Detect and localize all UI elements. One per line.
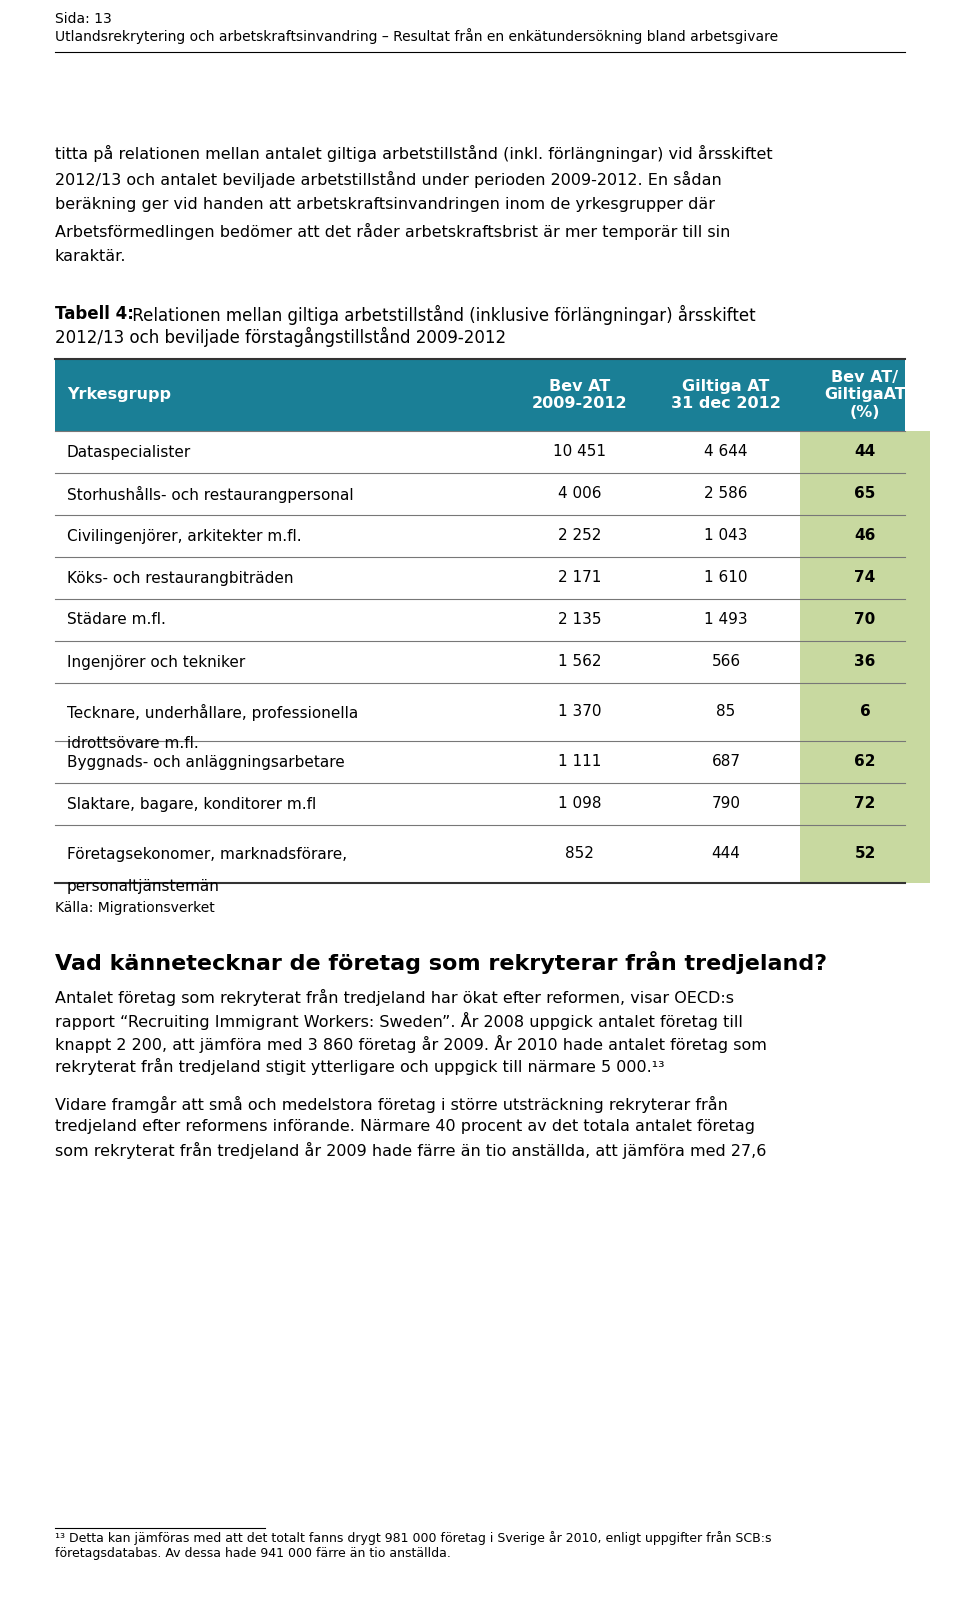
Text: Relationen mellan giltiga arbetstillstånd (inklusive förlängningar) årsskiftet: Relationen mellan giltiga arbetstillstån…	[127, 305, 756, 325]
Text: 36: 36	[854, 654, 876, 670]
Text: 566: 566	[711, 654, 740, 670]
Text: personaltjänstemän: personaltjänstemän	[67, 878, 220, 893]
Text: 2012/13 och beviljade förstagångstillstånd 2009-2012: 2012/13 och beviljade förstagångstillstå…	[55, 327, 506, 348]
Text: 1 043: 1 043	[705, 529, 748, 543]
Text: 1 370: 1 370	[558, 704, 601, 720]
Bar	[800, 741, 930, 782]
Text: 687: 687	[711, 755, 740, 769]
Bar	[800, 473, 930, 515]
Text: Vidare framgår att små och medelstora företag i större utsträckning rekryterar f: Vidare framgår att små och medelstora fö…	[55, 1096, 728, 1112]
Text: Utlandsrekrytering och arbetskraftsinvandring – Resultat från en enkätundersökni: Utlandsrekrytering och arbetskraftsinvan…	[55, 27, 779, 43]
Text: Storhushålls- och restaurangpersonal: Storhushålls- och restaurangpersonal	[67, 486, 353, 502]
Text: Städare m.fl.: Städare m.fl.	[67, 612, 166, 627]
Text: 44: 44	[854, 444, 876, 460]
Text: 4 644: 4 644	[705, 444, 748, 460]
Bar	[800, 556, 930, 600]
Text: 65: 65	[854, 486, 876, 502]
Text: Bev AT/
GiltigaAT
(%): Bev AT/ GiltigaAT (%)	[824, 370, 906, 420]
Text: Företagsekonomer, marknadsförare,: Företagsekonomer, marknadsförare,	[67, 846, 348, 861]
Text: tredjeland efter reformens införande. Närmare 40 procent av det totala antalet f: tredjeland efter reformens införande. Nä…	[55, 1119, 755, 1133]
Bar	[800, 826, 930, 883]
Text: 6: 6	[859, 704, 871, 720]
Text: Dataspecialister: Dataspecialister	[67, 444, 191, 460]
Bar	[800, 641, 930, 683]
Text: Tecknare, underhållare, professionella: Tecknare, underhållare, professionella	[67, 704, 358, 720]
Bar	[55, 359, 905, 431]
Text: Giltiga AT
31 dec 2012: Giltiga AT 31 dec 2012	[671, 378, 780, 412]
Bar	[800, 683, 930, 741]
Text: Antalet företag som rekryterat från tredjeland har ökat efter reformen, visar OE: Antalet företag som rekryterat från tred…	[55, 989, 734, 1007]
Text: beräkning ger vid handen att arbetskraftsinvandringen inom de yrkesgrupper där: beräkning ger vid handen att arbetskraft…	[55, 197, 715, 212]
Text: karaktär.: karaktär.	[55, 248, 127, 264]
Text: idrottsövare m.fl.: idrottsövare m.fl.	[67, 736, 199, 752]
Text: Sida: 13: Sida: 13	[55, 11, 111, 26]
Text: 52: 52	[854, 846, 876, 861]
Text: 2012/13 och antalet beviljade arbetstillstånd under perioden 2009-2012. En sådan: 2012/13 och antalet beviljade arbetstill…	[55, 172, 722, 188]
Text: 790: 790	[711, 797, 740, 811]
Text: ¹³ Detta kan jämföras med att det totalt fanns drygt 981 000 företag i Sverige å: ¹³ Detta kan jämföras med att det totalt…	[55, 1531, 772, 1545]
Text: 70: 70	[854, 612, 876, 627]
Text: Civilingenjörer, arkitekter m.fl.: Civilingenjörer, arkitekter m.fl.	[67, 529, 301, 543]
Text: Slaktare, bagare, konditorer m.fl: Slaktare, bagare, konditorer m.fl	[67, 797, 316, 811]
Text: Arbetsförmedlingen bedömer att det råder arbetskraftsbrist är mer temporär till : Arbetsförmedlingen bedömer att det råder…	[55, 223, 731, 240]
Text: 1 493: 1 493	[705, 612, 748, 627]
Text: 1 562: 1 562	[558, 654, 601, 670]
Text: titta på relationen mellan antalet giltiga arbetstillstånd (inkl. förlängningar): titta på relationen mellan antalet gilti…	[55, 144, 773, 162]
Text: 2 586: 2 586	[705, 486, 748, 502]
Text: Byggnads- och anläggningsarbetare: Byggnads- och anläggningsarbetare	[67, 755, 345, 769]
Text: 852: 852	[565, 846, 594, 861]
Text: Tabell 4:: Tabell 4:	[55, 305, 133, 322]
Text: Köks- och restaurangbiträden: Köks- och restaurangbiträden	[67, 571, 294, 585]
Text: Ingenjörer och tekniker: Ingenjörer och tekniker	[67, 654, 245, 670]
Text: 2 171: 2 171	[558, 571, 601, 585]
Text: 46: 46	[854, 529, 876, 543]
Text: Bev AT
2009-2012: Bev AT 2009-2012	[532, 378, 627, 412]
Text: som rekryterat från tredjeland år 2009 hade färre än tio anställda, att jämföra : som rekryterat från tredjeland år 2009 h…	[55, 1141, 766, 1159]
Bar	[800, 600, 930, 641]
Text: 1 610: 1 610	[705, 571, 748, 585]
Text: Källa: Migrationsverket: Källa: Migrationsverket	[55, 901, 215, 915]
Text: rekryterat från tredjeland stigit ytterligare och uppgick till närmare 5 000.¹³: rekryterat från tredjeland stigit ytterl…	[55, 1058, 664, 1076]
Text: Yrkesgrupp: Yrkesgrupp	[67, 388, 171, 402]
Text: 444: 444	[711, 846, 740, 861]
Text: 85: 85	[716, 704, 735, 720]
Text: 1 111: 1 111	[558, 755, 601, 769]
Text: 4 006: 4 006	[558, 486, 601, 502]
Text: 74: 74	[854, 571, 876, 585]
Text: rapport “Recruiting Immigrant Workers: Sweden”. År 2008 uppgick antalet företag : rapport “Recruiting Immigrant Workers: S…	[55, 1011, 743, 1031]
Text: 2 135: 2 135	[558, 612, 601, 627]
Text: 1 098: 1 098	[558, 797, 601, 811]
Text: företagsdatabas. Av dessa hade 941 000 färre än tio anställda.: företagsdatabas. Av dessa hade 941 000 f…	[55, 1547, 451, 1560]
Bar	[800, 515, 930, 556]
Text: Vad kännetecknar de företag som rekryterar från tredjeland?: Vad kännetecknar de företag som rekryter…	[55, 951, 828, 975]
Text: 2 252: 2 252	[558, 529, 601, 543]
Text: 10 451: 10 451	[553, 444, 606, 460]
Text: 72: 72	[854, 797, 876, 811]
Text: knappt 2 200, att jämföra med 3 860 företag år 2009. År 2010 hade antalet företa: knappt 2 200, att jämföra med 3 860 före…	[55, 1036, 767, 1053]
Text: 62: 62	[854, 755, 876, 769]
Bar	[800, 431, 930, 473]
Bar	[800, 782, 930, 826]
